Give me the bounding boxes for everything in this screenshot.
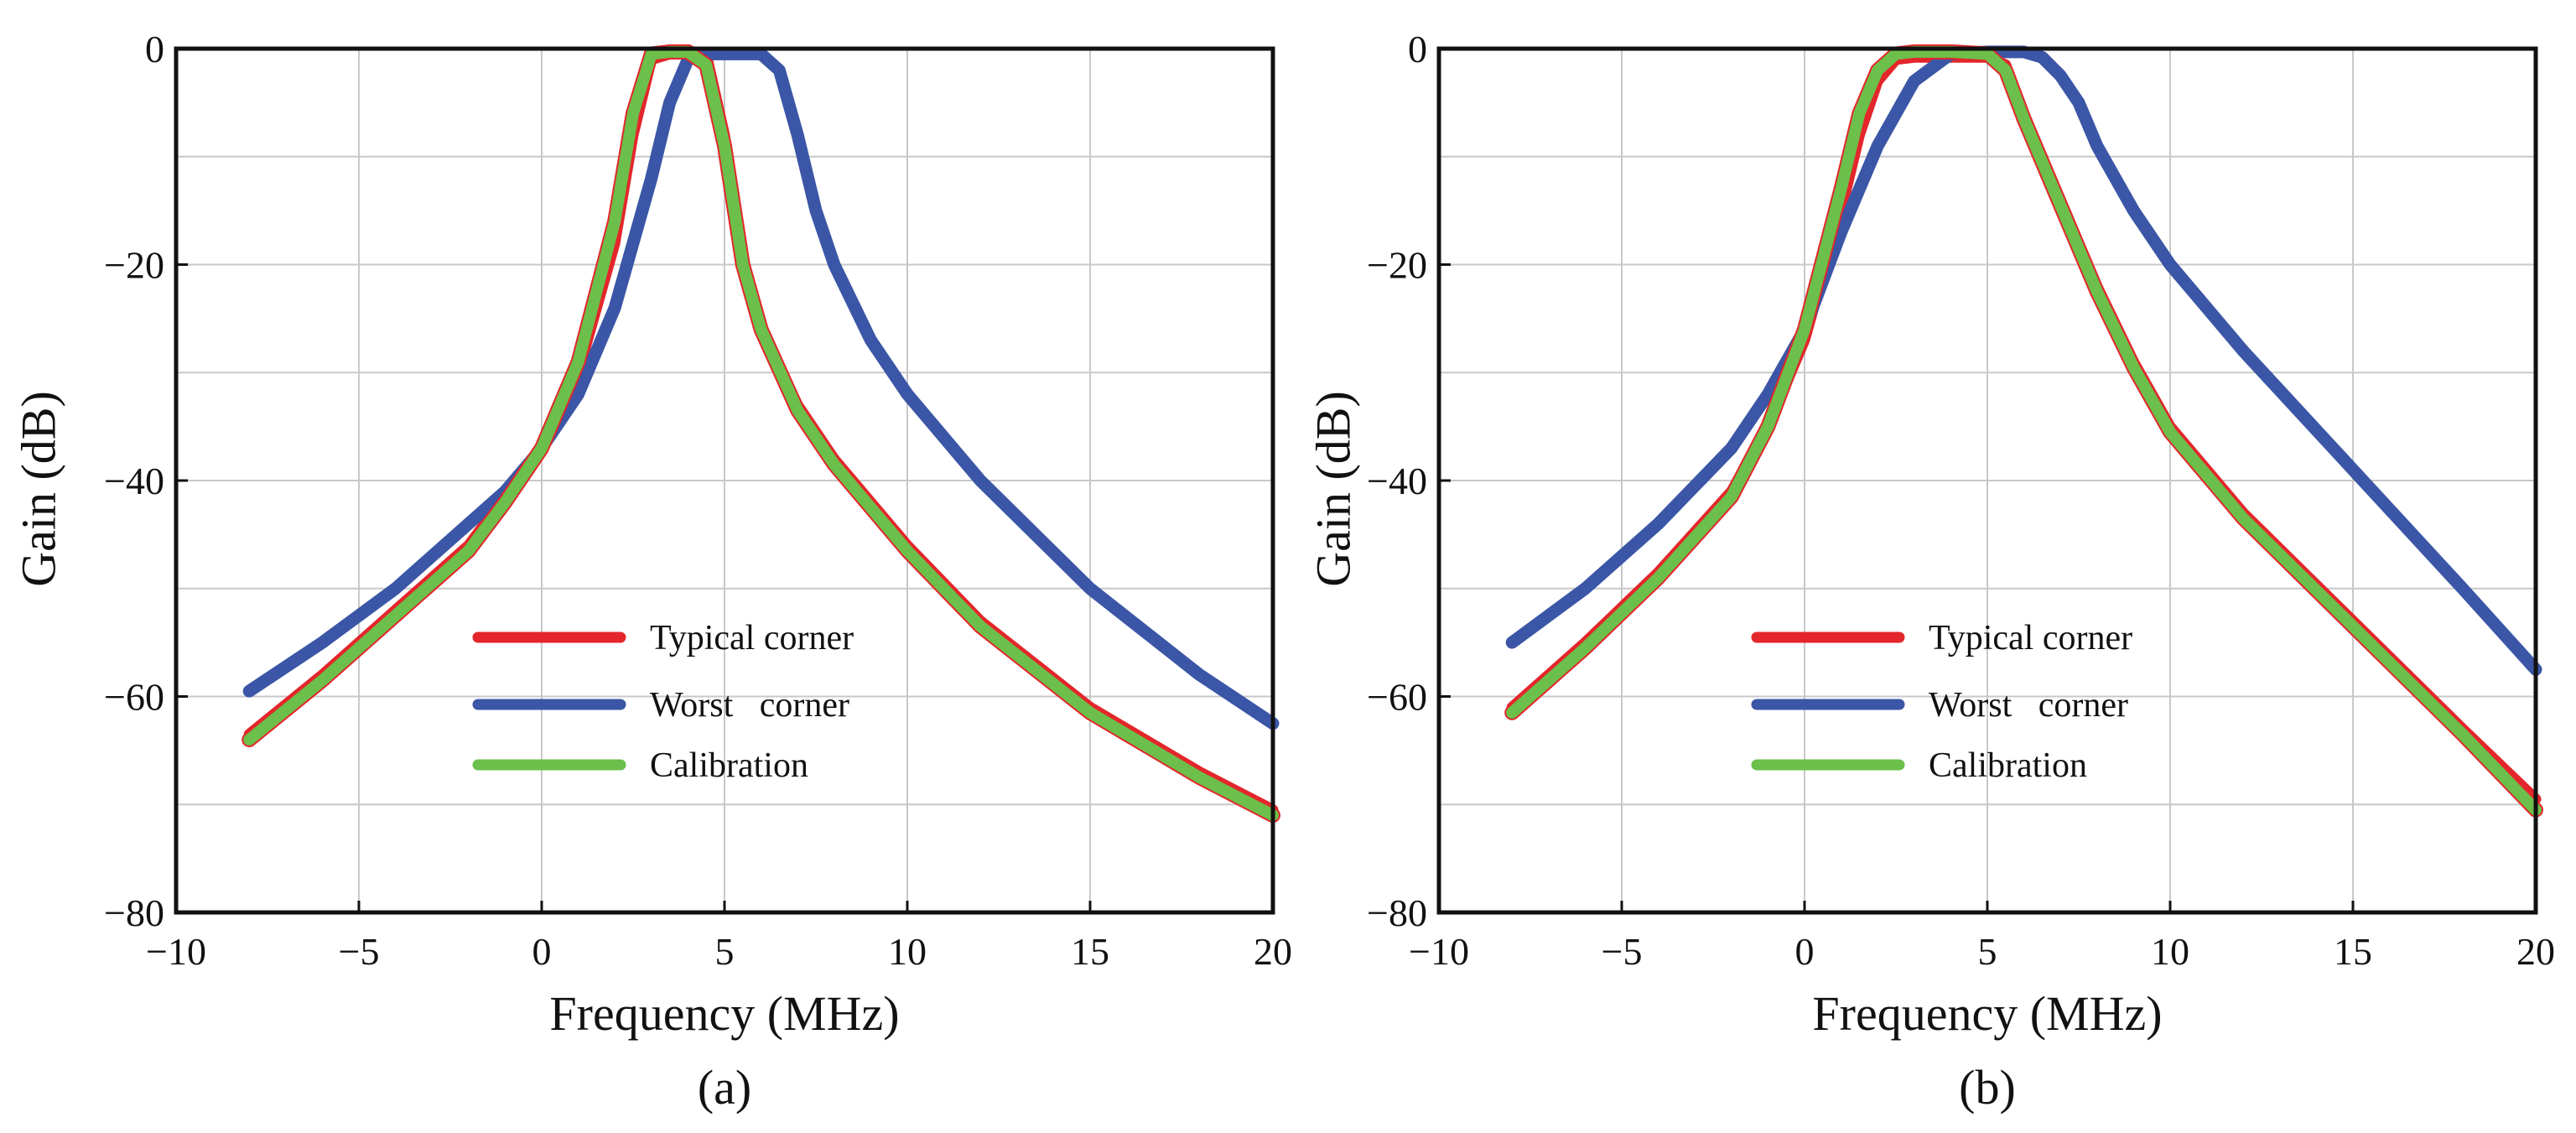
legend: Typical corner Worst corner Calibration <box>472 619 854 785</box>
x-tick-label: 5 <box>715 930 735 973</box>
y-tick-label: −20 <box>104 244 164 287</box>
panel-label: (b) <box>1959 1060 2016 1115</box>
legend-label-typical: Typical corner <box>1929 619 2132 657</box>
x-tick-label: 5 <box>1978 930 1997 973</box>
x-tick-label: 20 <box>1254 930 1292 973</box>
x-tick-label: 10 <box>2151 930 2189 973</box>
x-axis-label: Frequency (MHz) <box>1812 986 2162 1041</box>
y-tick-label: −40 <box>104 460 164 502</box>
x-tick-label: −5 <box>1602 930 1643 973</box>
y-tick-label: −80 <box>1367 891 1427 934</box>
y-axis-label: Gain (dB) <box>1306 391 1360 587</box>
x-tick-label: 0 <box>532 930 552 973</box>
legend: Typical corner Worst corner Calibration <box>1751 619 2132 785</box>
x-tick-label: 15 <box>1071 930 1109 973</box>
panel-label: (a) <box>698 1060 751 1115</box>
y-axis-label: Gain (dB) <box>11 391 65 587</box>
x-axis-label: Frequency (MHz) <box>549 986 899 1041</box>
chart-panel-a: −10 −5 0 5 10 15 20 0 −20 −40 −60 −80 Frequency (MHz… <box>11 28 1292 1115</box>
x-tick-label: −10 <box>146 930 206 973</box>
y-tick-label: −40 <box>1367 460 1427 502</box>
y-tick-label: −60 <box>1367 676 1427 719</box>
x-tick-label: 20 <box>2516 930 2555 973</box>
y-tick-label: 0 <box>1408 28 1427 70</box>
x-tick-label: −5 <box>339 930 380 973</box>
legend-label-calibration: Calibration <box>650 746 808 785</box>
legend-label-worst: Worst corner <box>650 686 849 725</box>
x-tick-label: −10 <box>1409 930 1469 973</box>
chart-panel-b: −10 −5 0 5 10 15 20 0 −20 −40 −60 −80 Frequency (MHz… <box>1306 28 2555 1115</box>
x-tick-label: 0 <box>1795 930 1815 973</box>
y-tick-label: −60 <box>104 676 164 719</box>
y-tick-label: −80 <box>104 891 164 934</box>
x-tick-label: 15 <box>2334 930 2372 973</box>
legend-label-worst: Worst corner <box>1929 686 2128 725</box>
series-line-worst <box>1505 45 2542 676</box>
y-tick-label: 0 <box>145 28 164 70</box>
y-tick-label: −20 <box>1367 244 1427 287</box>
series-line-calibration <box>1506 45 2542 816</box>
series-line-calibration <box>243 45 1279 822</box>
x-tick-label: 10 <box>888 930 927 973</box>
legend-label-typical: Typical corner <box>650 619 854 657</box>
legend-label-calibration: Calibration <box>1929 746 2087 785</box>
